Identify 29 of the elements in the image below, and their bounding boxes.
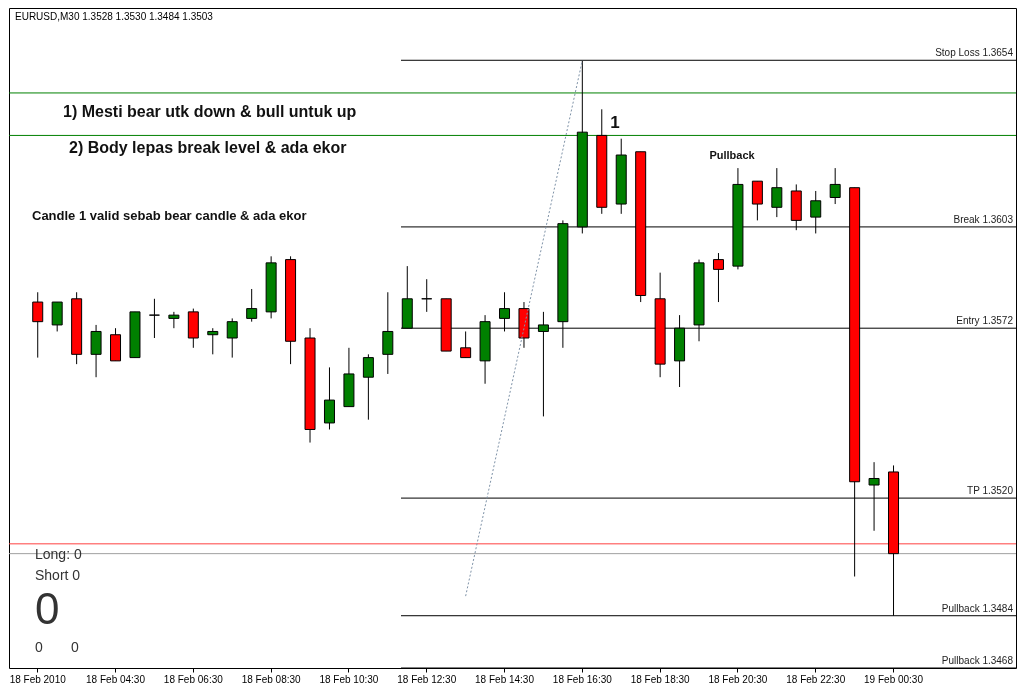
annotation: 0 (71, 639, 79, 655)
annotation: Long: 0 (35, 546, 82, 562)
x-tick-label: 18 Feb 20:30 (708, 673, 768, 685)
annotation: 1) Mesti bear utk down & bull untuk up (63, 103, 357, 120)
x-tick-label: 19 Feb 00:30 (864, 673, 924, 685)
annotation: Candle 1 valid sebab bear candle & ada ekor (32, 208, 307, 223)
x-tick-label: 18 Feb 22:30 (786, 673, 846, 685)
annotation: Pullback (709, 149, 756, 161)
annotation: 1 (610, 113, 620, 132)
ref-line-label: Break 1.3603 (953, 213, 1014, 225)
x-tick-label: 18 Feb 08:30 (241, 673, 302, 685)
x-tick-label: 18 Feb 14:30 (475, 673, 535, 685)
x-tick-label: 18 Feb 2010 (9, 673, 67, 685)
x-tick-label: 18 Feb 04:30 (86, 673, 146, 685)
ref-line-label: Pullback 1.3484 (941, 602, 1014, 614)
x-tick-label: 18 Feb 10:30 (319, 673, 379, 685)
x-tick-label: 18 Feb 16:30 (552, 673, 613, 685)
x-tick-label: 18 Feb 06:30 (163, 673, 224, 685)
ref-line-label: Stop Loss 1.3654 (935, 47, 1014, 59)
ref-line-label: TP 1.3520 (967, 485, 1014, 497)
annotation: Short 0 (35, 567, 81, 583)
annotation: 0 (35, 639, 43, 655)
annotation: 2) Body lepas break level & ada ekor (69, 139, 347, 156)
ref-line-label: Entry 1.3572 (956, 315, 1014, 327)
x-tick-label: 18 Feb 12:30 (397, 673, 457, 685)
x-tick-label: 18 Feb 18:30 (630, 673, 691, 685)
chart-title: EURUSD,M30 1.3528 1.3530 1.3484 1.3503 (15, 11, 214, 22)
ref-line-label: Pullback 1.3468 (941, 655, 1014, 666)
annotation: 0 (35, 584, 60, 633)
